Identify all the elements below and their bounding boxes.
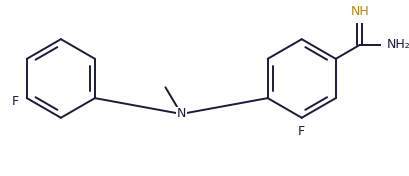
Text: NH₂: NH₂ [386, 38, 409, 51]
Text: F: F [12, 95, 19, 108]
Text: N: N [176, 108, 186, 120]
Text: F: F [297, 125, 305, 138]
Text: NH: NH [350, 5, 369, 18]
